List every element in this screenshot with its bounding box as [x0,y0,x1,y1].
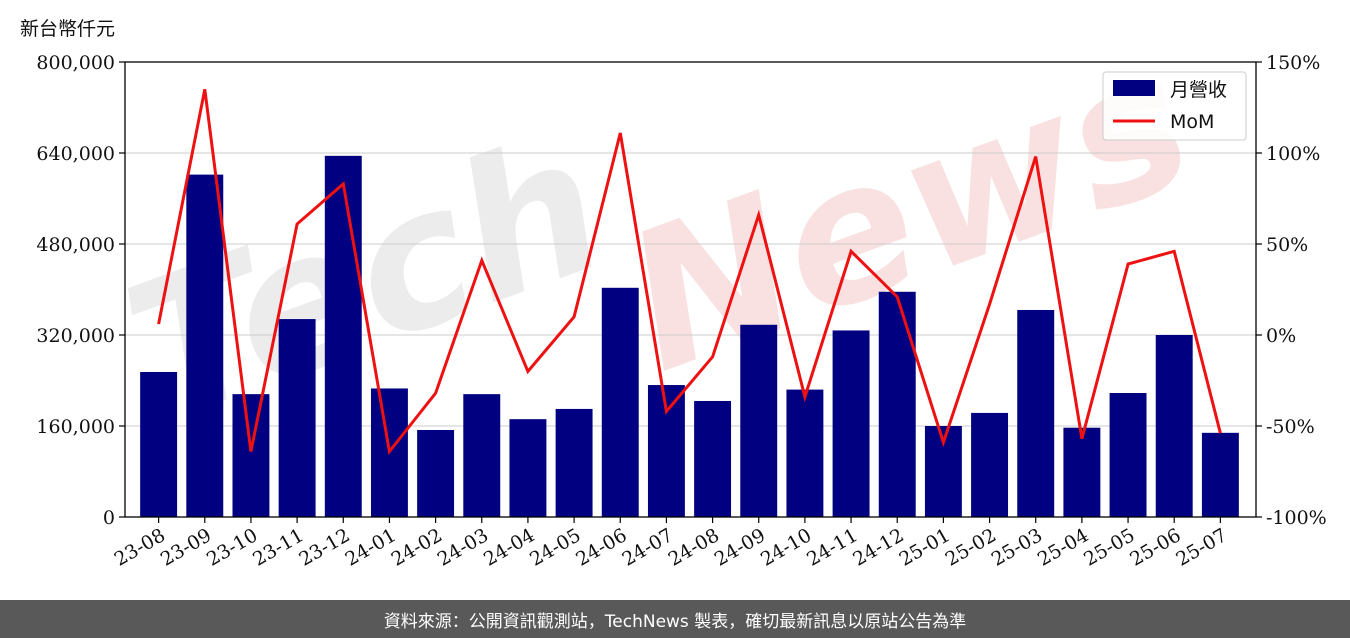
plot-frame [124,61,1257,518]
x-tick-label: 23-12 [295,524,353,570]
legend-label-mom: MoM [1170,111,1214,133]
mom-line-layer [157,89,1222,456]
y2-tick-label: 150% [1266,52,1320,74]
x-tick-label: 24-02 [388,524,446,570]
bar-23-10 [232,394,270,517]
y2-tick-label: 100% [1266,143,1320,165]
y2-tick-label: 50% [1266,234,1308,256]
x-tick-label: 25-03 [988,524,1046,570]
x-tick-label: 24-06 [572,524,630,570]
x-tick-label: 24-09 [711,524,769,570]
x-tick-label: 24-08 [665,524,723,570]
bar-24-06 [601,287,639,517]
bar-24-08 [694,400,732,517]
x-tick-label: 24-10 [757,524,815,570]
bar-24-11 [832,330,870,517]
bar-25-02 [971,412,1009,517]
x-tick-label: 24-03 [434,524,492,570]
legend-bar-swatch [1113,80,1155,96]
bar-23-12 [324,155,362,517]
x-tick-label: 25-02 [942,524,1000,570]
y-tick-label: 480,000 [36,234,115,256]
legend: 月營收 MoM [1102,71,1247,141]
x-tick-label: 25-04 [1034,524,1092,570]
bar-24-12 [878,291,916,517]
x-tick-label: 23-09 [157,524,215,570]
bar-25-04 [1063,427,1101,517]
x-tick-label: 23-11 [249,524,307,570]
bar-23-09 [186,174,224,518]
bar-24-09 [740,324,778,517]
bars [140,155,1239,518]
y2-tick-label: 0% [1266,325,1296,347]
bar-23-11 [278,319,316,517]
chart-area: TechNews 0160,000320,000480,000640,00080… [36,10,1327,571]
y-tick-label: 640,000 [36,143,115,165]
x-tick-label: 24-11 [803,524,861,570]
bar-24-05 [555,408,593,517]
bar-25-06 [1155,335,1193,517]
x-tick-label: 23-08 [111,524,169,570]
watermark-text-tech: Tech [102,93,630,465]
legend-label-revenue: 月營收 [1170,79,1227,101]
bar-25-07 [1201,432,1239,517]
mom-line [157,89,1222,456]
y-tick-label: 320,000 [36,325,115,347]
x-tick-label: 25-01 [895,524,953,570]
x-tick-label: 25-07 [1172,524,1230,570]
x-tick-label: 24-05 [526,524,584,570]
x-tick-label: 23-10 [203,524,261,570]
x-tick-label: 24-04 [480,524,538,570]
y-axis-unit-label: 新台幣仟元 [20,18,116,40]
bar-24-10 [786,389,824,517]
bar-24-02 [417,429,455,517]
y-tick-label: 0 [103,507,115,529]
x-tick-label: 24-01 [341,524,399,570]
bar-24-04 [509,419,547,517]
bar-25-05 [1109,393,1147,517]
x-tick-label: 24-12 [849,524,907,570]
bar-24-03 [463,394,501,517]
y2-tick-label: -50% [1266,416,1315,438]
x-tick-label: 24-07 [618,524,676,570]
y-tick-label: 800,000 [36,52,115,74]
y-tick-label: 160,000 [36,416,115,438]
bar-25-03 [1017,309,1055,517]
bar-23-08 [140,371,178,517]
y2-tick-label: -100% [1266,507,1327,529]
source-footer: 資料來源：公開資訊觀測站，TechNews 製表，確切最新訊息以原站公告為準 [0,600,1350,638]
x-tick-label: 25-05 [1080,524,1138,570]
x-tick-label: 25-06 [1126,524,1184,570]
